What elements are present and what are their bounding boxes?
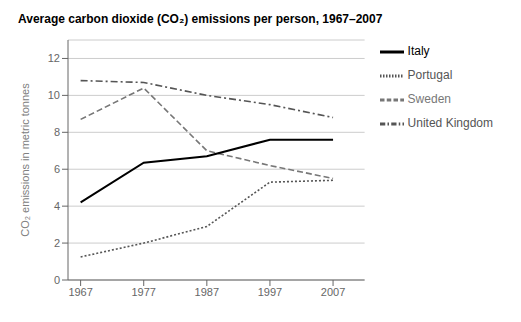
- svg-text:2007: 2007: [321, 286, 345, 298]
- html-text:United Kingdom: United Kingdom: [407, 116, 493, 131]
- html-text:Portugal: Portugal: [407, 68, 453, 83]
- svg-text:8: 8: [54, 126, 60, 138]
- svg-text:0: 0: [54, 274, 60, 286]
- svg-text:6: 6: [54, 163, 60, 175]
- svg-text:1967: 1967: [68, 286, 92, 298]
- html-text:Sweden: Sweden: [407, 92, 451, 107]
- svg-text:12: 12: [48, 52, 60, 64]
- svg-text:2: 2: [54, 237, 60, 249]
- svg-text:1997: 1997: [258, 286, 282, 298]
- html-text:Italy: Italy: [407, 44, 430, 59]
- html-text:Average carbon dioxide (CO₂) e: Average carbon dioxide (CO₂) emissions p…: [18, 12, 383, 26]
- svg-text:1987: 1987: [195, 286, 219, 298]
- svg-text:10: 10: [48, 89, 60, 101]
- svg-text:1977: 1977: [131, 286, 155, 298]
- svg-text:CO₂ emissions in metric tonnes: CO₂ emissions in metric tonnes: [19, 83, 31, 237]
- svg-text:4: 4: [54, 200, 60, 212]
